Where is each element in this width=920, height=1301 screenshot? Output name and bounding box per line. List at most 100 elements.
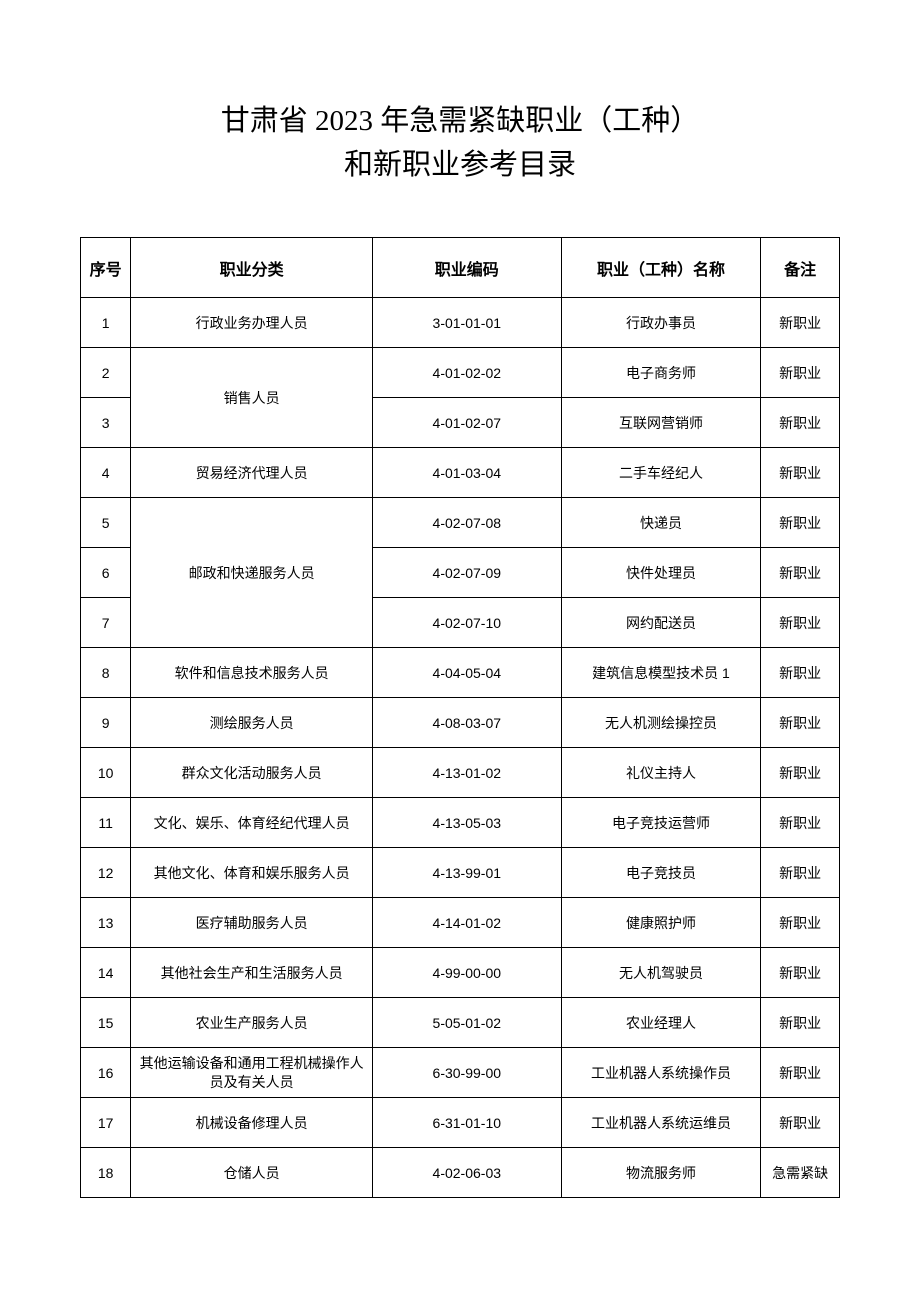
cell-note: 新职业 bbox=[761, 548, 840, 598]
table-row: 11文化、娱乐、体育经纪代理人员4-13-05-03电子竞技运营师新职业 bbox=[81, 798, 840, 848]
cell-code: 4-01-03-04 bbox=[372, 448, 561, 498]
cell-category: 机械设备修理人员 bbox=[131, 1098, 372, 1148]
cell-seq: 1 bbox=[81, 298, 131, 348]
cell-note: 新职业 bbox=[761, 1098, 840, 1148]
cell-seq: 7 bbox=[81, 598, 131, 648]
cell-code: 4-02-07-09 bbox=[372, 548, 561, 598]
cell-note: 新职业 bbox=[761, 798, 840, 848]
cell-seq: 4 bbox=[81, 448, 131, 498]
cell-seq: 9 bbox=[81, 698, 131, 748]
cell-name: 无人机测绘操控员 bbox=[561, 698, 760, 748]
cell-code: 5-05-01-02 bbox=[372, 998, 561, 1048]
table-row: 17机械设备修理人员6-31-01-10工业机器人系统运维员新职业 bbox=[81, 1098, 840, 1148]
cell-seq: 10 bbox=[81, 748, 131, 798]
cell-code: 4-13-99-01 bbox=[372, 848, 561, 898]
cell-category: 其他社会生产和生活服务人员 bbox=[131, 948, 372, 998]
cell-category: 农业生产服务人员 bbox=[131, 998, 372, 1048]
cell-name: 无人机驾驶员 bbox=[561, 948, 760, 998]
header-cat: 职业分类 bbox=[131, 238, 372, 298]
table-row: 14其他社会生产和生活服务人员4-99-00-00无人机驾驶员新职业 bbox=[81, 948, 840, 998]
cell-note: 新职业 bbox=[761, 498, 840, 548]
table-header-row: 序号 职业分类 职业编码 职业（工种）名称 备注 bbox=[81, 238, 840, 298]
cell-note: 急需紧缺 bbox=[761, 1148, 840, 1198]
title-line-2: 和新职业参考目录 bbox=[80, 144, 840, 188]
cell-code: 4-02-06-03 bbox=[372, 1148, 561, 1198]
cell-seq: 13 bbox=[81, 898, 131, 948]
cell-seq: 5 bbox=[81, 498, 131, 548]
cell-code: 4-08-03-07 bbox=[372, 698, 561, 748]
cell-name: 网约配送员 bbox=[561, 598, 760, 648]
table-row: 4贸易经济代理人员4-01-03-04二手车经纪人新职业 bbox=[81, 448, 840, 498]
cell-note: 新职业 bbox=[761, 698, 840, 748]
cell-name: 电子竞技运营师 bbox=[561, 798, 760, 848]
cell-code: 4-02-07-10 bbox=[372, 598, 561, 648]
cell-code: 3-01-01-01 bbox=[372, 298, 561, 348]
table-row: 9测绘服务人员4-08-03-07无人机测绘操控员新职业 bbox=[81, 698, 840, 748]
cell-name: 快递员 bbox=[561, 498, 760, 548]
cell-code: 4-99-00-00 bbox=[372, 948, 561, 998]
cell-note: 新职业 bbox=[761, 348, 840, 398]
cell-note: 新职业 bbox=[761, 598, 840, 648]
cell-seq: 18 bbox=[81, 1148, 131, 1198]
cell-seq: 16 bbox=[81, 1048, 131, 1098]
cell-category: 其他运输设备和通用工程机械操作人员及有关人员 bbox=[131, 1048, 372, 1098]
document-title: 甘肃省 2023 年急需紧缺职业（工种） 和新职业参考目录 bbox=[80, 100, 840, 187]
cell-name: 工业机器人系统运维员 bbox=[561, 1098, 760, 1148]
cell-note: 新职业 bbox=[761, 948, 840, 998]
cell-name: 电子竞技员 bbox=[561, 848, 760, 898]
header-note: 备注 bbox=[761, 238, 840, 298]
cell-note: 新职业 bbox=[761, 448, 840, 498]
header-seq: 序号 bbox=[81, 238, 131, 298]
cell-note: 新职业 bbox=[761, 298, 840, 348]
cell-category: 软件和信息技术服务人员 bbox=[131, 648, 372, 698]
cell-code: 4-01-02-02 bbox=[372, 348, 561, 398]
table-body: 1行政业务办理人员3-01-01-01行政办事员新职业2销售人员4-01-02-… bbox=[81, 298, 840, 1198]
title-line-1: 甘肃省 2023 年急需紧缺职业（工种） bbox=[80, 100, 840, 144]
cell-note: 新职业 bbox=[761, 748, 840, 798]
cell-category: 仓储人员 bbox=[131, 1148, 372, 1198]
cell-category: 行政业务办理人员 bbox=[131, 298, 372, 348]
cell-note: 新职业 bbox=[761, 398, 840, 448]
table-row: 18仓储人员4-02-06-03物流服务师急需紧缺 bbox=[81, 1148, 840, 1198]
cell-note: 新职业 bbox=[761, 848, 840, 898]
header-name: 职业（工种）名称 bbox=[561, 238, 760, 298]
cell-name: 工业机器人系统操作员 bbox=[561, 1048, 760, 1098]
cell-name: 建筑信息模型技术员 1 bbox=[561, 648, 760, 698]
cell-code: 4-02-07-08 bbox=[372, 498, 561, 548]
cell-name: 物流服务师 bbox=[561, 1148, 760, 1198]
cell-category: 群众文化活动服务人员 bbox=[131, 748, 372, 798]
cell-name: 健康照护师 bbox=[561, 898, 760, 948]
cell-category: 贸易经济代理人员 bbox=[131, 448, 372, 498]
table-row: 5邮政和快递服务人员4-02-07-08快递员新职业 bbox=[81, 498, 840, 548]
cell-seq: 14 bbox=[81, 948, 131, 998]
cell-seq: 3 bbox=[81, 398, 131, 448]
cell-name: 行政办事员 bbox=[561, 298, 760, 348]
cell-code: 6-31-01-10 bbox=[372, 1098, 561, 1148]
cell-category: 测绘服务人员 bbox=[131, 698, 372, 748]
header-code: 职业编码 bbox=[372, 238, 561, 298]
table-row: 15农业生产服务人员5-05-01-02农业经理人新职业 bbox=[81, 998, 840, 1048]
cell-category: 其他文化、体育和娱乐服务人员 bbox=[131, 848, 372, 898]
cell-category: 邮政和快递服务人员 bbox=[131, 498, 372, 648]
cell-seq: 11 bbox=[81, 798, 131, 848]
cell-seq: 6 bbox=[81, 548, 131, 598]
cell-seq: 12 bbox=[81, 848, 131, 898]
table-row: 13医疗辅助服务人员4-14-01-02健康照护师新职业 bbox=[81, 898, 840, 948]
cell-code: 4-13-01-02 bbox=[372, 748, 561, 798]
table-row: 10群众文化活动服务人员4-13-01-02礼仪主持人新职业 bbox=[81, 748, 840, 798]
cell-code: 4-04-05-04 bbox=[372, 648, 561, 698]
table-row: 1行政业务办理人员3-01-01-01行政办事员新职业 bbox=[81, 298, 840, 348]
cell-name: 电子商务师 bbox=[561, 348, 760, 398]
cell-name: 快件处理员 bbox=[561, 548, 760, 598]
table-row: 12其他文化、体育和娱乐服务人员4-13-99-01电子竞技员新职业 bbox=[81, 848, 840, 898]
cell-name: 农业经理人 bbox=[561, 998, 760, 1048]
cell-note: 新职业 bbox=[761, 998, 840, 1048]
table-row: 2销售人员4-01-02-02电子商务师新职业 bbox=[81, 348, 840, 398]
cell-category: 文化、娱乐、体育经纪代理人员 bbox=[131, 798, 372, 848]
cell-note: 新职业 bbox=[761, 1048, 840, 1098]
cell-seq: 2 bbox=[81, 348, 131, 398]
cell-note: 新职业 bbox=[761, 898, 840, 948]
table-row: 8软件和信息技术服务人员4-04-05-04建筑信息模型技术员 1新职业 bbox=[81, 648, 840, 698]
cell-name: 礼仪主持人 bbox=[561, 748, 760, 798]
cell-code: 6-30-99-00 bbox=[372, 1048, 561, 1098]
